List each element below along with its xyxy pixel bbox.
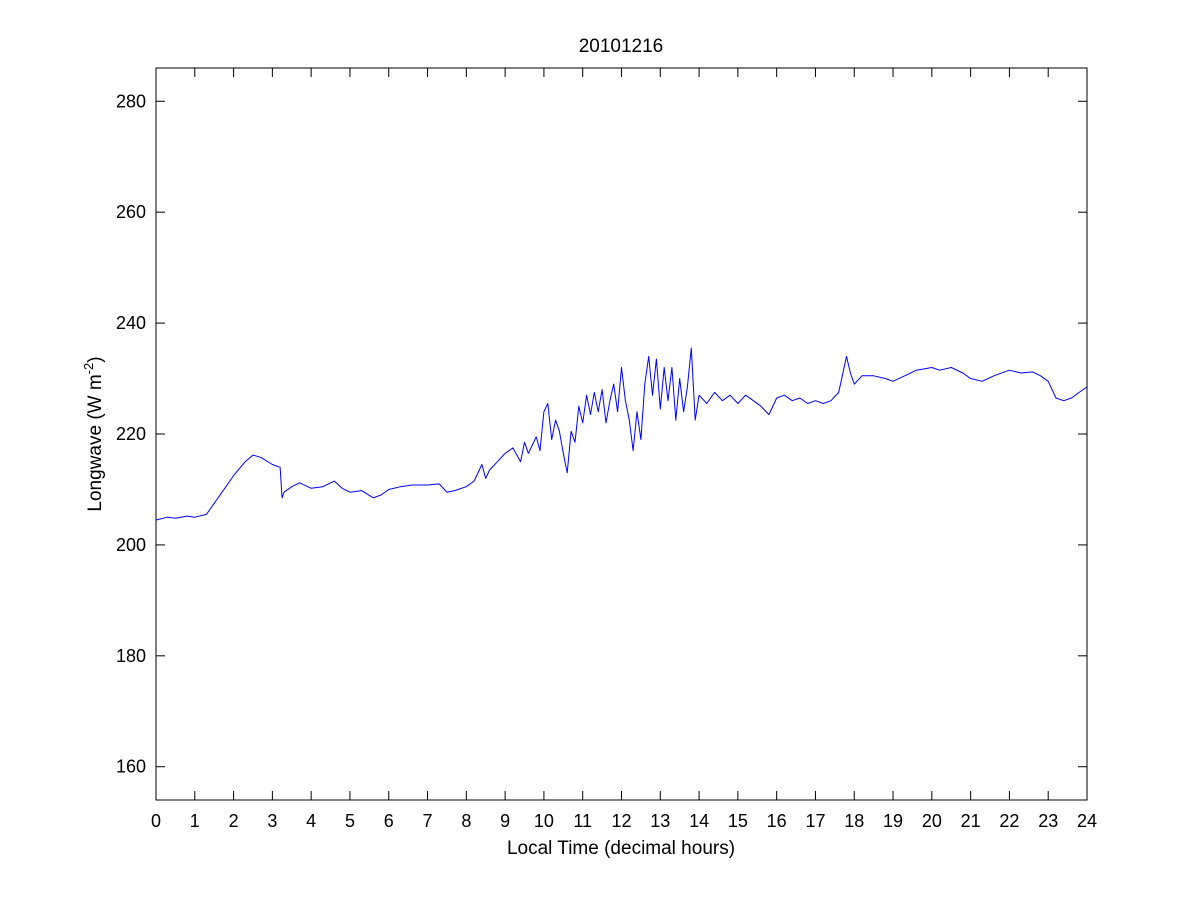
x-tick-label: 21 bbox=[961, 811, 981, 831]
x-tick-label: 9 bbox=[500, 811, 510, 831]
chart-title: 20101216 bbox=[579, 36, 664, 57]
plot-area: 0 1 2 3 4 5 6 7 8 9 10 11 12 13 14 15 16 17 18 19 20 21 22 23 24… bbox=[116, 67, 1097, 831]
x-tick-label: 8 bbox=[461, 811, 471, 831]
series-layer bbox=[155, 347, 1088, 521]
x-tick-label: 12 bbox=[611, 811, 631, 831]
y-tick-label: 280 bbox=[116, 91, 146, 111]
y-axis-title-close: ) bbox=[85, 356, 106, 362]
x-axis-title: Local Time (decimal hours) bbox=[507, 838, 735, 859]
y-tick-label: 220 bbox=[116, 424, 146, 444]
x-tick-label: 18 bbox=[844, 811, 864, 831]
x-axis-ticks: 0 1 2 3 4 5 6 7 8 9 10 11 12 13 14 15 16 17 18 19 20 21 22 23 24 bbox=[151, 68, 1097, 831]
y-tick-label: 260 bbox=[116, 202, 146, 222]
series-line-longwave bbox=[155, 347, 1088, 521]
x-tick-label: 14 bbox=[689, 811, 709, 831]
x-tick-label: 24 bbox=[1077, 811, 1097, 831]
x-tick-label: 13 bbox=[650, 811, 670, 831]
x-tick-label: 19 bbox=[883, 811, 903, 831]
x-tick-label: 17 bbox=[805, 811, 825, 831]
plot-background bbox=[156, 68, 1087, 800]
y-tick-label: 200 bbox=[116, 535, 146, 555]
y-axis-title: Longwave (W m-2) bbox=[81, 356, 106, 511]
x-tick-label: 23 bbox=[1038, 811, 1058, 831]
x-tick-label: 11 bbox=[573, 811, 592, 831]
y-tick-label: 240 bbox=[116, 313, 146, 333]
y-axis-title-main: Longwave (W m bbox=[85, 374, 106, 511]
y-axis-title-superscript: -2 bbox=[81, 363, 96, 375]
x-tick-label: 0 bbox=[151, 811, 161, 831]
x-tick-label: 6 bbox=[384, 811, 394, 831]
y-tick-label: 160 bbox=[116, 757, 146, 777]
y-tick-label: 180 bbox=[116, 646, 146, 666]
x-tick-label: 20 bbox=[922, 811, 942, 831]
x-tick-label: 22 bbox=[999, 811, 1019, 831]
x-tick-label: 5 bbox=[345, 811, 355, 831]
x-tick-label: 16 bbox=[767, 811, 787, 831]
y-axis-ticks: 160 180 200 220 240 260 280 bbox=[116, 91, 1087, 777]
x-tick-label: 1 bbox=[190, 811, 200, 831]
x-tick-label: 10 bbox=[534, 811, 554, 831]
x-tick-label: 15 bbox=[728, 811, 748, 831]
x-tick-label: 7 bbox=[423, 811, 433, 831]
x-tick-label: 2 bbox=[229, 811, 239, 831]
x-tick-label: 3 bbox=[267, 811, 277, 831]
x-tick-label: 4 bbox=[306, 811, 316, 831]
